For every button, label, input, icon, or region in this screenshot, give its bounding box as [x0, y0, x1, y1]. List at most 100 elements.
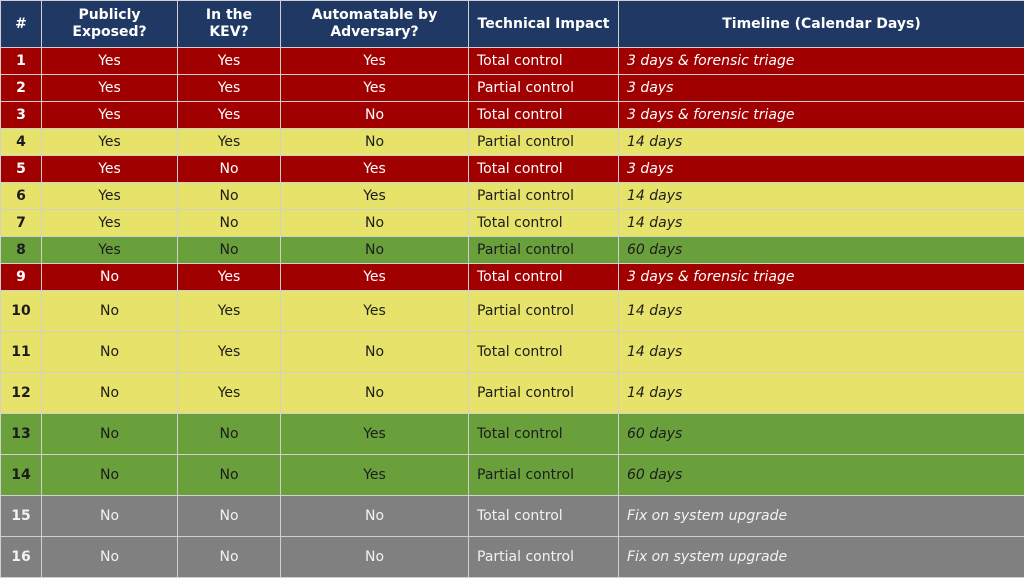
- row-number-cell: 1: [1, 48, 42, 75]
- technical-impact-cell: Total control: [469, 332, 619, 373]
- publicly-exposed-cell: Yes: [42, 75, 178, 102]
- technical-impact-cell: Partial control: [469, 129, 619, 156]
- row-number-cell: 16: [1, 537, 42, 578]
- timeline-cell: 3 days: [619, 75, 1024, 102]
- row-number-cell: 2: [1, 75, 42, 102]
- automatable-cell: Yes: [281, 75, 469, 102]
- row-number-cell: 4: [1, 129, 42, 156]
- in-kev-cell: Yes: [178, 373, 281, 414]
- publicly-exposed-cell: Yes: [42, 102, 178, 129]
- technical-impact-cell: Total control: [469, 102, 619, 129]
- row-number-cell: 5: [1, 156, 42, 183]
- publicly-exposed-cell: Yes: [42, 48, 178, 75]
- timeline-cell: 3 days: [619, 156, 1024, 183]
- row-number-cell: 8: [1, 237, 42, 264]
- in-kev-cell: No: [178, 414, 281, 455]
- automatable-cell: Yes: [281, 156, 469, 183]
- automatable-cell: No: [281, 373, 469, 414]
- technical-impact-cell: Total control: [469, 496, 619, 537]
- header-in-kev: In the KEV?: [178, 1, 281, 48]
- publicly-exposed-cell: No: [42, 496, 178, 537]
- timeline-cell: 14 days: [619, 332, 1024, 373]
- automatable-cell: Yes: [281, 264, 469, 291]
- timeline-cell: 60 days: [619, 237, 1024, 264]
- automatable-cell: Yes: [281, 455, 469, 496]
- header-timeline: Timeline (Calendar Days): [619, 1, 1024, 48]
- publicly-exposed-cell: No: [42, 414, 178, 455]
- timeline-cell: 60 days: [619, 414, 1024, 455]
- technical-impact-cell: Total control: [469, 210, 619, 237]
- publicly-exposed-cell: Yes: [42, 237, 178, 264]
- publicly-exposed-cell: No: [42, 332, 178, 373]
- in-kev-cell: Yes: [178, 291, 281, 332]
- in-kev-cell: Yes: [178, 332, 281, 373]
- row-number-cell: 3: [1, 102, 42, 129]
- technical-impact-cell: Total control: [469, 414, 619, 455]
- timeline-cell: 3 days & forensic triage: [619, 48, 1024, 75]
- timeline-cell: 14 days: [619, 291, 1024, 332]
- technical-impact-cell: Partial control: [469, 75, 619, 102]
- timeline-cell: 14 days: [619, 210, 1024, 237]
- technical-impact-cell: Total control: [469, 264, 619, 291]
- header-technical-impact: Technical Impact: [469, 1, 619, 48]
- publicly-exposed-cell: Yes: [42, 183, 178, 210]
- automatable-cell: Yes: [281, 414, 469, 455]
- row-number-cell: 14: [1, 455, 42, 496]
- technical-impact-cell: Partial control: [469, 455, 619, 496]
- row-number-cell: 13: [1, 414, 42, 455]
- header-number: #: [1, 1, 42, 48]
- header-publicly-exposed: Publicly Exposed?: [42, 1, 178, 48]
- row-number-cell: 10: [1, 291, 42, 332]
- row-number-cell: 15: [1, 496, 42, 537]
- row-number-cell: 7: [1, 210, 42, 237]
- automatable-cell: No: [281, 332, 469, 373]
- in-kev-cell: Yes: [178, 48, 281, 75]
- timeline-cell: 14 days: [619, 373, 1024, 414]
- automatable-cell: No: [281, 102, 469, 129]
- automatable-cell: No: [281, 496, 469, 537]
- timeline-cell: 14 days: [619, 183, 1024, 210]
- timeline-cell: 14 days: [619, 129, 1024, 156]
- automatable-cell: No: [281, 237, 469, 264]
- automatable-cell: Yes: [281, 48, 469, 75]
- automatable-cell: No: [281, 210, 469, 237]
- header-row: # Publicly Exposed? In the KEV? Automata…: [1, 1, 1024, 48]
- row-number-cell: 12: [1, 373, 42, 414]
- publicly-exposed-cell: No: [42, 373, 178, 414]
- row-number-cell: 9: [1, 264, 42, 291]
- technical-impact-cell: Total control: [469, 48, 619, 75]
- row-number-cell: 6: [1, 183, 42, 210]
- in-kev-cell: Yes: [178, 75, 281, 102]
- publicly-exposed-cell: No: [42, 264, 178, 291]
- row-number-cell: 11: [1, 332, 42, 373]
- in-kev-cell: Yes: [178, 264, 281, 291]
- automatable-cell: No: [281, 129, 469, 156]
- timeline-cell: Fix on system upgrade: [619, 496, 1024, 537]
- in-kev-cell: No: [178, 156, 281, 183]
- automatable-cell: No: [281, 537, 469, 578]
- in-kev-cell: No: [178, 496, 281, 537]
- technical-impact-cell: Partial control: [469, 373, 619, 414]
- in-kev-cell: No: [178, 237, 281, 264]
- technical-impact-cell: Partial control: [469, 537, 619, 578]
- in-kev-cell: No: [178, 537, 281, 578]
- timeline-cell: 3 days & forensic triage: [619, 102, 1024, 129]
- timeline-cell: 3 days & forensic triage: [619, 264, 1024, 291]
- publicly-exposed-cell: Yes: [42, 129, 178, 156]
- publicly-exposed-cell: Yes: [42, 156, 178, 183]
- header-automatable: Automatable by Adversary?: [281, 1, 469, 48]
